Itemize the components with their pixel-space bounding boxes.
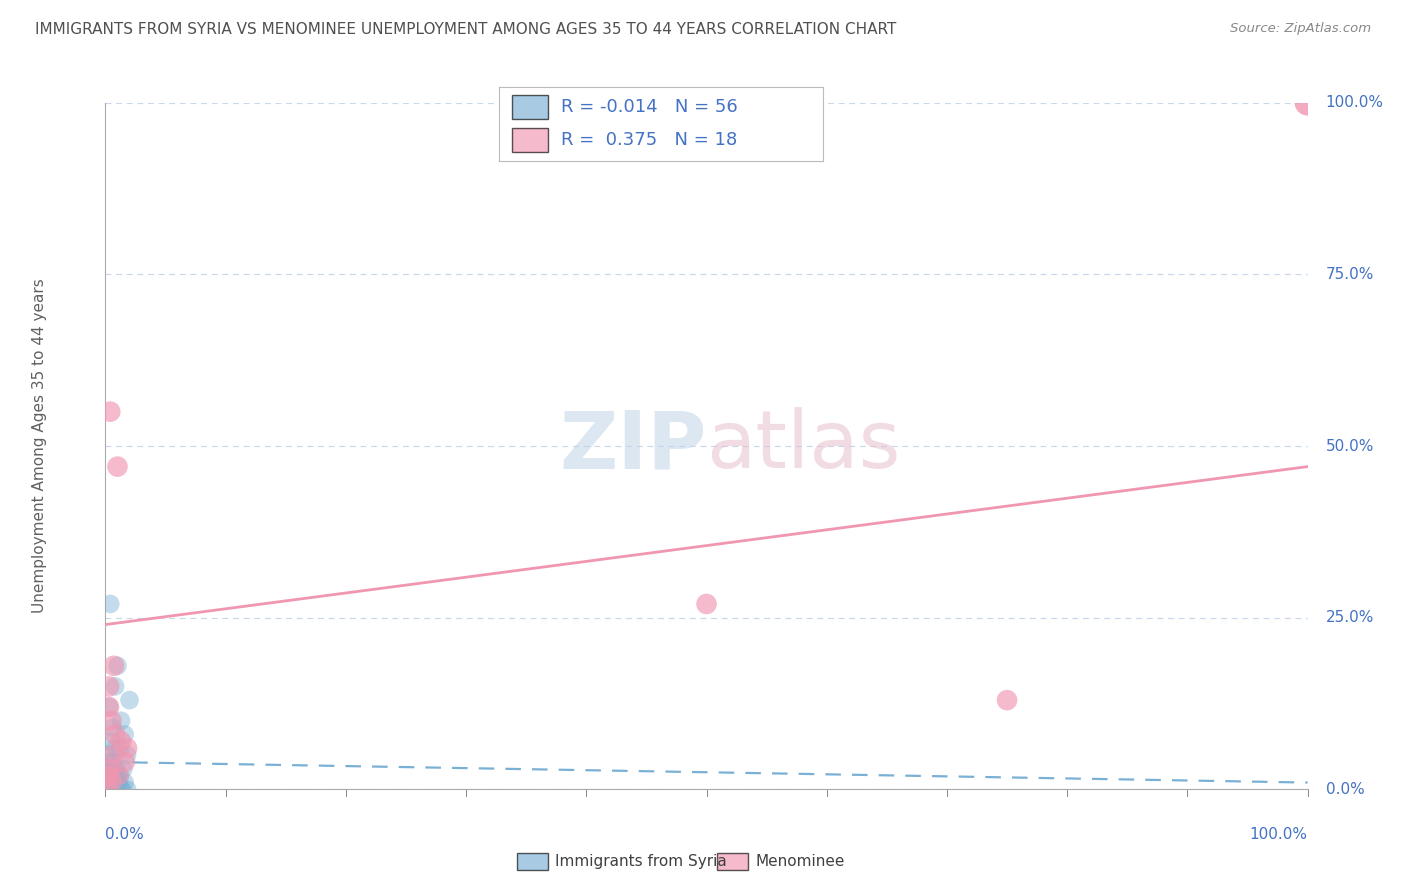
Text: 75.0%: 75.0% [1326,267,1374,282]
Point [98,700,121,714]
Point [100,782,122,797]
Point [98,769,121,783]
Text: Unemployment Among Ages 35 to 44 years: Unemployment Among Ages 35 to 44 years [32,278,46,614]
Point [110,782,132,797]
Point [115,747,138,762]
FancyBboxPatch shape [512,128,547,152]
Text: 0.0%: 0.0% [105,827,145,842]
Point [98,782,121,797]
Point [107,775,129,789]
Point [98,680,121,694]
Text: ZIP: ZIP [560,407,707,485]
Point [98,755,121,769]
Point [97,782,120,797]
Text: R = -0.014   N = 56: R = -0.014 N = 56 [561,98,737,116]
Text: Source: ZipAtlas.com: Source: ZipAtlas.com [1230,22,1371,36]
Point [111,782,134,797]
Text: atlas: atlas [707,407,901,485]
Point [118,693,141,707]
Point [98,405,121,419]
Point [1296,95,1319,110]
Text: 25.0%: 25.0% [1326,610,1374,625]
Point [97,769,120,783]
Point [98,700,121,714]
Point [104,782,127,797]
Point [114,727,136,741]
Text: IMMIGRANTS FROM SYRIA VS MENOMINEE UNEMPLOYMENT AMONG AGES 35 TO 44 YEARS CORREL: IMMIGRANTS FROM SYRIA VS MENOMINEE UNEMP… [35,22,897,37]
Point [97,782,120,797]
Point [104,727,127,741]
Point [104,769,127,783]
Point [96,782,118,797]
Point [98,782,121,797]
Point [98,775,121,789]
Point [98,597,121,611]
Point [114,755,136,769]
Point [108,741,131,756]
Point [104,680,127,694]
Point [105,762,128,776]
Point [100,769,122,783]
Point [101,775,124,789]
Point [100,714,122,728]
Point [98,782,121,797]
Point [108,769,131,783]
Point [103,658,125,673]
Point [104,741,127,756]
Point [696,597,718,611]
Point [98,775,121,789]
Text: 100.0%: 100.0% [1326,95,1384,110]
Point [110,734,132,748]
Point [98,762,121,776]
Point [105,782,128,797]
Point [98,782,121,797]
Point [100,762,122,776]
Point [115,782,138,797]
Point [98,762,121,776]
Point [100,775,122,789]
Text: R =  0.375   N = 18: R = 0.375 N = 18 [561,131,737,149]
Point [107,658,129,673]
Point [98,782,121,797]
Point [112,762,135,776]
FancyBboxPatch shape [512,95,547,119]
Point [101,782,124,797]
Point [995,693,1018,707]
Point [97,775,120,789]
Point [98,769,121,783]
Point [115,741,138,756]
Point [103,775,125,789]
Point [103,769,125,783]
Point [100,734,122,748]
Point [103,762,125,776]
Point [107,775,129,789]
Point [98,762,121,776]
Point [100,775,122,789]
Point [98,775,121,789]
Point [105,782,128,797]
Text: Menominee: Menominee [755,854,845,869]
Point [114,775,136,789]
Point [107,769,129,783]
Point [100,782,122,797]
Point [98,769,121,783]
Point [100,755,122,769]
Text: 0.0%: 0.0% [1326,782,1364,797]
Point [110,714,132,728]
Point [108,769,131,783]
Point [101,747,124,762]
Point [101,721,124,735]
Text: 100.0%: 100.0% [1250,827,1308,842]
Text: 50.0%: 50.0% [1326,439,1374,453]
Point [107,459,129,474]
Point [97,747,120,762]
Point [101,775,124,789]
Text: Immigrants from Syria: Immigrants from Syria [555,854,727,869]
Point [103,782,125,797]
